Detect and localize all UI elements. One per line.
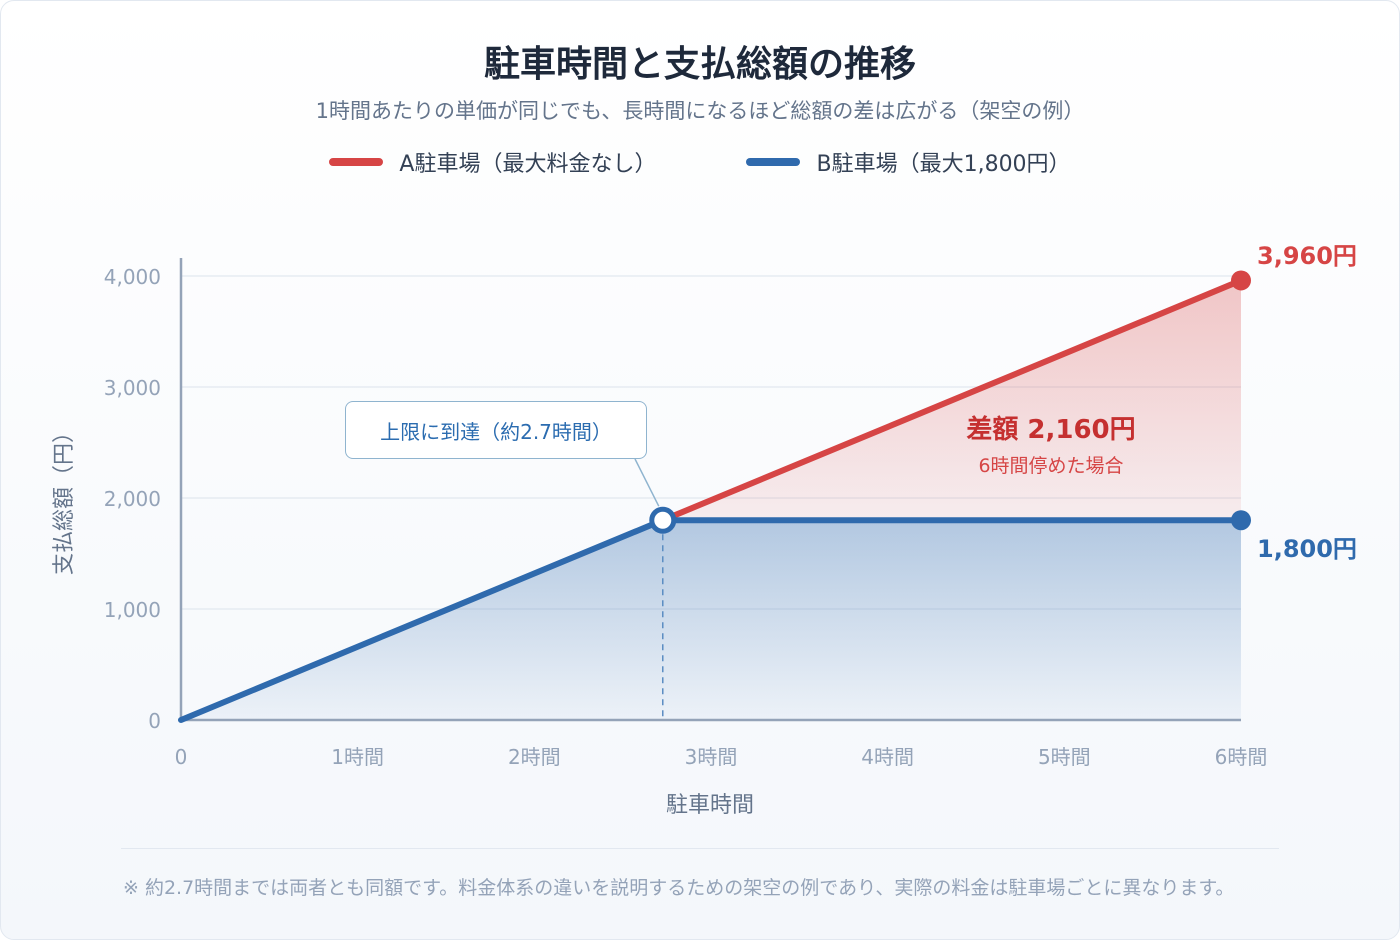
chart-subtitle: 1時間あたりの単価が同じでも、長時間になるほど総額の差は広がる（架空の例） (315, 99, 1085, 123)
cap-callout: 上限に到達（約2.7時間） (345, 401, 647, 459)
x-tick-label: 0 (175, 745, 188, 769)
legend-label-a: A駐車場（最大料金なし） (399, 152, 657, 177)
y-tick-label: 3,000 (104, 376, 161, 400)
end-label-b: 1,800円 (1257, 535, 1357, 563)
axes (179, 258, 1241, 722)
series-lines (178, 270, 1251, 723)
diff-subtitle: 6時間停めた場合 (978, 455, 1123, 477)
legend: A駐車場（最大料金なし） B駐車場（最大1,800円） (1, 146, 1399, 178)
x-tick-label: 4時間 (861, 745, 914, 769)
end-point-b (1231, 510, 1251, 531)
axis-labels: 0 1,000 2,000 3,000 4,000 0 1時間 2時間 3時間 4時間 5時間 6時間 (104, 265, 1268, 769)
chart-title: 駐車時間と支払総額の推移 (483, 44, 916, 85)
footnote: ※ 約2.7時間までは両者とも同額です。料金体系の違いを説明するための架空の例で… (123, 877, 1235, 899)
legend-swatch-b (746, 158, 801, 166)
end-point-a (1231, 270, 1251, 291)
y-tick-label: 2,000 (104, 487, 161, 511)
x-tick-label: 5時間 (1038, 745, 1091, 769)
y-tick-label: 1,000 (104, 598, 161, 622)
y-axis-title: 支払総額（円） (52, 421, 77, 575)
x-tick-label: 2時間 (508, 745, 561, 769)
divider (121, 848, 1279, 849)
callout-leader (634, 458, 660, 507)
legend-swatch-a (329, 158, 384, 166)
y-tick-label: 4,000 (104, 265, 161, 289)
end-label-a: 3,960円 (1257, 242, 1357, 270)
x-axis-title: 駐車時間 (666, 793, 754, 818)
diff-title: 差額 2,160円 (966, 414, 1135, 445)
legend-item-a: A駐車場（最大料金なし） (329, 146, 656, 178)
x-tick-label: 6時間 (1215, 745, 1268, 769)
x-tick-label: 1時間 (331, 745, 384, 769)
area-fill-b (181, 520, 1241, 720)
legend-label-b: B駐車場（最大1,800円） (816, 152, 1071, 177)
legend-item-b: B駐車場（最大1,800円） (746, 146, 1071, 178)
series-line-a (659, 277, 1244, 524)
x-tick-label: 3時間 (685, 745, 738, 769)
cap-point-marker (649, 506, 677, 534)
y-tick-label: 0 (148, 709, 161, 733)
